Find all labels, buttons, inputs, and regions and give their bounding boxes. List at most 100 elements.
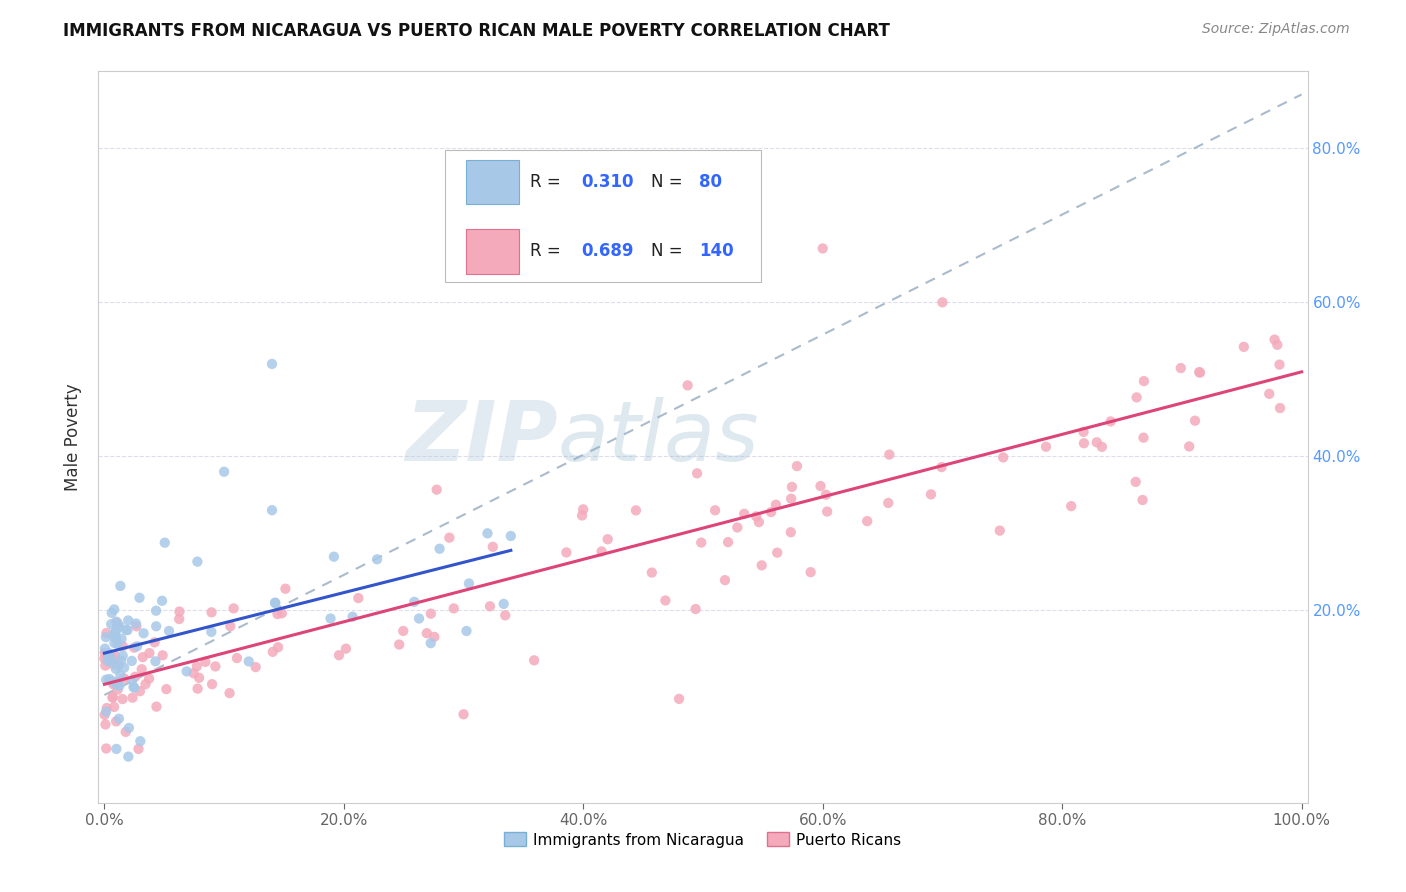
Text: ZIP: ZIP [405,397,558,477]
Point [991,450,1014,465]
Point [100,652,122,666]
Point [132,626,155,640]
Point [105,615,128,629]
Point [1132,493,1154,508]
Point [328,648,350,663]
Point [879,448,901,462]
Point [690,535,713,549]
Point [676,378,699,392]
Point [108,679,131,693]
Point [187,681,209,696]
Point [342,609,364,624]
Point [1188,365,1211,379]
Point [1258,387,1281,401]
Point [218,686,240,700]
Point [716,202,738,217]
Point [668,691,690,706]
Point [267,640,290,655]
Point [104,627,127,641]
Point [766,546,789,560]
Point [555,545,578,559]
Text: 0.689: 0.689 [581,243,633,260]
Point [186,659,208,673]
Point [815,505,838,519]
Point [458,576,481,591]
Point [94,717,117,731]
Point [523,653,546,667]
Point [704,503,727,517]
Point [238,655,260,669]
Point [105,623,128,637]
Point [138,646,160,660]
Point [571,508,593,523]
Point [596,533,619,547]
Point [118,721,141,735]
Point [121,654,143,668]
Point [101,690,124,705]
Point [482,540,505,554]
Text: 80: 80 [699,173,723,191]
Point [1073,436,1095,450]
Point [186,555,208,569]
Point [423,630,446,644]
Point [101,690,124,705]
Point [717,535,740,549]
Point [111,692,134,706]
Point [1233,340,1256,354]
Point [94,630,117,644]
Point [110,632,132,646]
Point [105,714,128,729]
Point [105,678,128,692]
Text: 140: 140 [699,243,734,260]
Point [117,749,139,764]
Point [733,507,755,521]
Point [800,565,823,579]
Point [856,514,879,528]
FancyBboxPatch shape [465,229,519,274]
Point [124,681,146,695]
Point [129,734,152,748]
Point [931,460,953,475]
Point [641,566,664,580]
Point [167,612,190,626]
Point [138,672,160,686]
Point [110,668,132,682]
Point [1125,391,1147,405]
Point [107,658,129,673]
Text: N =: N = [651,173,683,191]
Point [222,601,245,615]
Point [108,618,131,632]
Point [105,615,128,630]
Point [347,591,370,605]
Point [335,641,357,656]
Point [624,503,647,517]
Point [104,656,127,670]
Point [107,637,129,651]
Point [780,480,803,494]
Point [745,509,768,524]
Point [125,640,148,654]
Point [200,624,222,639]
Point [1073,425,1095,439]
Point [264,596,287,610]
Point [150,594,173,608]
Point [219,619,242,633]
Point [392,624,415,638]
Point [429,541,451,556]
Point [98,672,121,686]
Point [499,529,522,543]
Point [93,707,115,722]
Point [111,639,134,653]
Point [492,597,515,611]
Point [725,520,748,534]
Point [572,502,595,516]
Point [1264,333,1286,347]
Point [811,242,834,256]
Point [686,467,709,481]
Point [128,742,150,756]
Point [153,535,176,549]
Point [426,483,449,497]
Point [1133,374,1156,388]
Point [1268,401,1291,415]
Point [125,619,148,633]
